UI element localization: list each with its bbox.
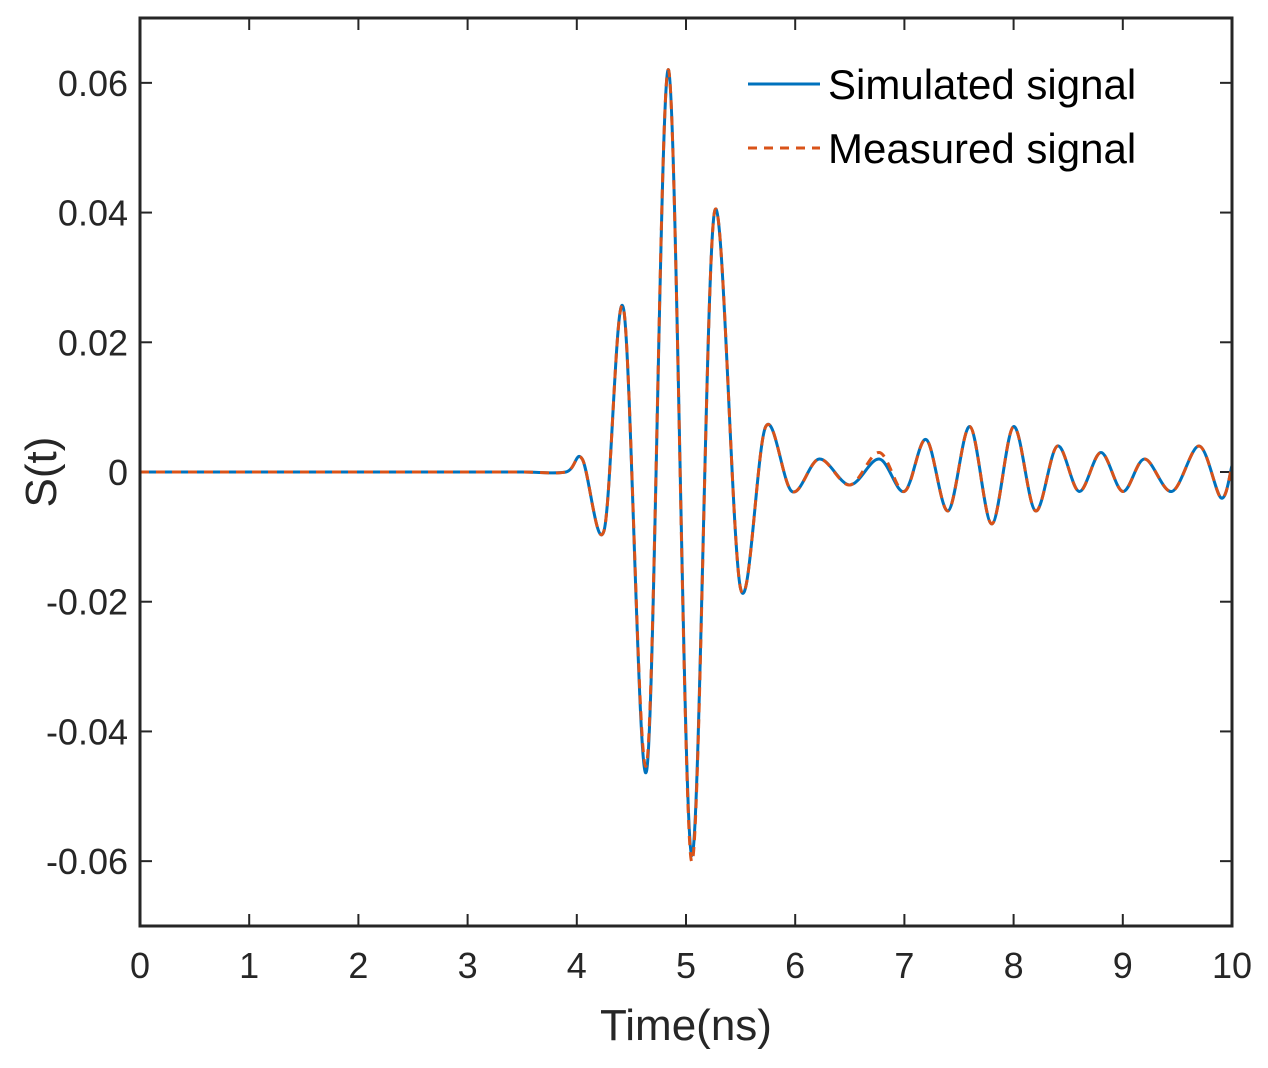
x-axis-label: Time(ns): [600, 1001, 772, 1050]
legend: Simulated signal Measured signal: [748, 61, 1136, 172]
legend-label: Simulated signal: [828, 61, 1136, 108]
series-group: [140, 68, 1234, 863]
x-tick-label: 7: [894, 945, 914, 986]
x-tick-label: 10: [1212, 945, 1252, 986]
ticks: 0 1 2 3 4 5 6 7 8 9 10 0.06 0.04 0.02 0 -0.02 -0.04 -0.06: [46, 18, 1252, 986]
y-axis-label: S(t): [17, 437, 66, 508]
x-tick-label: 6: [785, 945, 805, 986]
plot-frame: [138, 16, 1234, 928]
y-tick-label: -0.04: [46, 711, 128, 752]
x-tick-label: 0: [130, 945, 150, 986]
y-tick-label: 0: [108, 452, 128, 493]
x-tick-label: 3: [458, 945, 478, 986]
legend-label: Measured signal: [828, 125, 1136, 172]
x-tick-label: 9: [1113, 945, 1133, 986]
x-tick-label: 8: [1004, 945, 1024, 986]
y-tick-label: 0.02: [58, 322, 128, 363]
series-line-measured: [140, 68, 1234, 863]
y-tick-label: -0.06: [46, 841, 128, 882]
y-tick-label: 0.06: [58, 63, 128, 104]
y-tick-label: -0.02: [46, 582, 128, 623]
x-tick-label: 2: [348, 945, 368, 986]
x-tick-label: 4: [567, 945, 587, 986]
y-tick-label: 0.04: [58, 193, 128, 234]
x-tick-label: 1: [239, 945, 259, 986]
x-tick-label: 5: [676, 945, 696, 986]
